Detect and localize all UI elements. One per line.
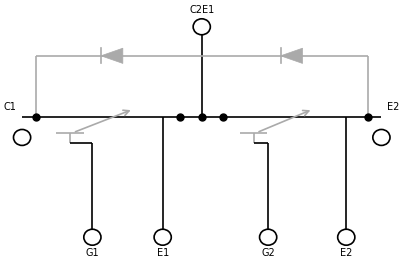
Text: E2: E2 xyxy=(340,248,353,258)
Circle shape xyxy=(13,129,31,145)
Circle shape xyxy=(260,229,277,245)
Text: G2: G2 xyxy=(261,248,275,258)
Polygon shape xyxy=(101,48,123,63)
Text: C2E1: C2E1 xyxy=(189,5,214,15)
Text: C1: C1 xyxy=(3,102,16,112)
Polygon shape xyxy=(280,48,303,63)
Text: E1: E1 xyxy=(157,248,169,258)
Circle shape xyxy=(338,229,355,245)
Circle shape xyxy=(373,129,390,145)
Circle shape xyxy=(154,229,171,245)
Text: G1: G1 xyxy=(85,248,99,258)
Circle shape xyxy=(193,19,210,35)
Text: E2: E2 xyxy=(387,102,400,112)
Circle shape xyxy=(84,229,101,245)
